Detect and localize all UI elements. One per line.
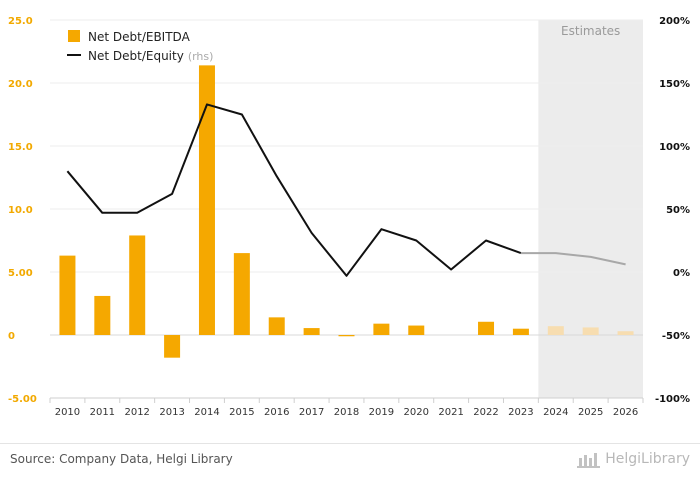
legend-swatch-bar <box>68 30 80 42</box>
y-right-tick-label: 100% <box>659 142 690 153</box>
x-tick-label: 2011 <box>90 407 115 418</box>
x-tick-label: 2017 <box>299 407 324 418</box>
x-tick-label: 2022 <box>473 407 498 418</box>
y-right-tick-label: 200% <box>659 16 690 27</box>
x-tick-label: 2026 <box>613 407 638 418</box>
bar-2010 <box>59 256 75 335</box>
library-icon <box>577 450 601 468</box>
combo-chart: Estimates -5.00 0 5.00 10.0 15.0 20.0 25.0 -10… <box>0 0 700 443</box>
x-tick-label: 2023 <box>508 407 533 418</box>
y-left-tick-label: 5.00 <box>8 268 33 279</box>
y-axis-right: -100% -50% 0% 50% 100% 150% 200% <box>655 16 690 405</box>
bar-2024 <box>548 326 564 335</box>
x-tick-label: 2012 <box>124 407 149 418</box>
bar-2016 <box>269 317 285 335</box>
x-tick-label: 2020 <box>404 407 429 418</box>
legend-label-line-suffix: (rhs) <box>188 50 214 63</box>
bar-2019 <box>373 324 389 335</box>
footer: Source: Company Data, Helgi Library Helg… <box>0 443 700 484</box>
bar-2013 <box>164 335 180 358</box>
bar-2015 <box>234 253 250 335</box>
y-right-tick-label: 150% <box>659 79 690 90</box>
bar-2012 <box>129 235 145 335</box>
x-tick-label: 2014 <box>194 407 219 418</box>
x-tick-label: 2013 <box>159 407 184 418</box>
bar-2025 <box>583 327 599 335</box>
bar-2022 <box>478 322 494 335</box>
brand-name: HelgiLibrary <box>605 451 690 467</box>
bar-2020 <box>408 326 424 335</box>
x-tick-label: 2015 <box>229 407 254 418</box>
bar-2018 <box>339 335 355 336</box>
legend-label-line-name: Net Debt/Equity <box>88 49 184 63</box>
x-tick-label: 2024 <box>543 407 568 418</box>
y-right-tick-label: -100% <box>655 394 690 405</box>
y-right-tick-label: 0% <box>673 268 690 279</box>
y-right-tick-label: 50% <box>666 205 690 216</box>
y-left-tick-label: 15.0 <box>8 142 33 153</box>
x-tick-label: 2025 <box>578 407 603 418</box>
bar-2017 <box>304 328 320 335</box>
x-tick-label: 2018 <box>334 407 359 418</box>
legend-label-line: Net Debt/Equity (rhs) <box>88 49 213 63</box>
legend: Net Debt/EBITDA Net Debt/Equity (rhs) <box>67 30 213 63</box>
x-tick-label: 2019 <box>369 407 394 418</box>
bar-2026 <box>618 331 634 335</box>
bar-2011 <box>94 296 110 335</box>
y-left-tick-label: 25.0 <box>8 16 33 27</box>
y-left-tick-label: 10.0 <box>8 205 33 216</box>
brand-logo: HelgiLibrary <box>577 450 690 468</box>
y-left-tick-label: -5.00 <box>8 394 37 405</box>
x-tick-label: 2016 <box>264 407 289 418</box>
source-note: Source: Company Data, Helgi Library <box>10 452 233 466</box>
y-right-tick-label: -50% <box>662 331 690 342</box>
y-left-tick-label: 20.0 <box>8 79 33 90</box>
x-tick-label: 2010 <box>55 407 80 418</box>
y-left-tick-label: 0 <box>8 331 15 342</box>
x-tick-label: 2021 <box>438 407 463 418</box>
legend-label-bar: Net Debt/EBITDA <box>88 30 191 44</box>
estimates-label: Estimates <box>561 24 620 38</box>
bar-2023 <box>513 329 529 335</box>
y-axis-left: -5.00 0 5.00 10.0 15.0 20.0 25.0 <box>8 16 37 405</box>
x-axis: 2010 2011 2012 2013 2014 2015 2016 2017 2018 2019… <box>50 398 643 418</box>
